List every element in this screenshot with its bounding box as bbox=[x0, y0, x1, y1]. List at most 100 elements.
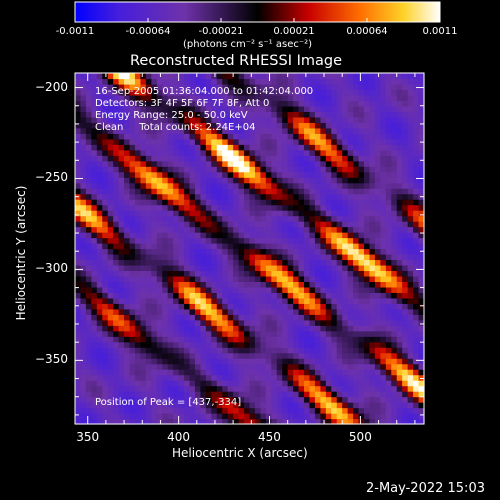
heatmap-cell bbox=[233, 199, 240, 206]
heatmap-cell bbox=[276, 171, 283, 178]
heatmap-cell bbox=[314, 259, 321, 266]
heatmap-cell bbox=[260, 413, 267, 420]
heatmap-cell bbox=[293, 193, 300, 200]
heatmap-cell bbox=[222, 188, 229, 195]
heatmap-cell bbox=[227, 319, 234, 326]
heatmap-cell bbox=[151, 160, 158, 167]
heatmap-cell bbox=[194, 182, 202, 189]
heatmap-cell bbox=[331, 232, 338, 239]
heatmap-cell bbox=[238, 325, 245, 332]
heatmap-cell bbox=[222, 391, 229, 398]
heatmap-cell bbox=[222, 133, 229, 140]
heatmap-cell bbox=[140, 243, 147, 250]
heatmap-cell bbox=[265, 259, 272, 266]
heatmap-cell bbox=[189, 363, 196, 370]
heatmap-cell bbox=[227, 385, 234, 392]
heatmap-cell bbox=[134, 89, 142, 96]
heatmap-cell bbox=[402, 264, 409, 272]
heatmap-cell bbox=[364, 73, 371, 80]
heatmap-cell bbox=[113, 105, 120, 112]
heatmap-cell bbox=[134, 226, 142, 233]
heatmap-cell bbox=[364, 127, 371, 134]
heatmap-cell bbox=[222, 221, 229, 228]
heatmap-cell bbox=[80, 133, 87, 140]
heatmap-cell bbox=[107, 144, 114, 151]
heatmap-cell bbox=[211, 281, 218, 288]
heatmap-cell bbox=[216, 73, 223, 80]
heatmap-cell bbox=[325, 286, 332, 293]
heatmap-cell bbox=[178, 127, 185, 134]
heatmap-cell bbox=[282, 275, 289, 282]
heatmap-cell bbox=[276, 369, 283, 376]
heatmap-cell bbox=[265, 116, 272, 123]
heatmap-cell bbox=[194, 413, 202, 420]
heatmap-cell bbox=[80, 391, 87, 398]
heatmap-cell bbox=[287, 308, 294, 315]
heatmap-cell bbox=[336, 116, 343, 123]
heatmap-cell bbox=[418, 105, 425, 112]
heatmap-cell bbox=[233, 155, 240, 162]
heatmap-cell bbox=[385, 73, 392, 80]
heatmap-cell bbox=[369, 193, 376, 200]
heatmap-cell bbox=[293, 281, 300, 288]
heatmap-cell bbox=[107, 374, 114, 381]
heatmap-cell bbox=[353, 385, 360, 392]
heatmap-cell bbox=[342, 138, 349, 145]
heatmap-cell bbox=[167, 385, 174, 392]
heatmap-cell bbox=[407, 226, 414, 233]
heatmap-cell bbox=[342, 182, 349, 189]
heatmap-cell bbox=[151, 155, 158, 162]
heatmap-cell bbox=[162, 270, 169, 277]
heatmap-cell bbox=[309, 297, 316, 304]
heatmap-cell bbox=[124, 232, 131, 239]
heatmap-cell bbox=[238, 155, 245, 162]
heatmap-cell bbox=[385, 193, 392, 200]
heatmap-cell bbox=[331, 275, 338, 282]
heatmap-cell bbox=[194, 336, 202, 343]
heatmap-cell bbox=[162, 226, 169, 233]
heatmap-cell bbox=[336, 188, 343, 195]
heatmap-cell bbox=[145, 275, 152, 282]
heatmap-cell bbox=[145, 330, 152, 337]
heatmap-cell bbox=[233, 253, 240, 261]
heatmap-cell bbox=[309, 352, 316, 359]
heatmap-cell bbox=[156, 116, 163, 123]
heatmap-cell bbox=[374, 193, 381, 200]
heatmap-cell bbox=[238, 177, 245, 184]
heatmap-cell bbox=[151, 297, 158, 304]
heatmap-cell bbox=[298, 314, 305, 321]
heatmap-cell bbox=[282, 418, 289, 425]
heatmap-cell bbox=[91, 369, 98, 376]
heatmap-cell bbox=[113, 171, 120, 178]
heatmap-cell bbox=[145, 413, 152, 420]
heatmap-cell bbox=[249, 341, 256, 348]
heatmap-cell bbox=[238, 204, 245, 211]
heatmap-cell bbox=[200, 413, 207, 420]
heatmap-cell bbox=[369, 374, 376, 381]
heatmap-cell bbox=[249, 253, 256, 261]
heatmap-cell bbox=[374, 418, 381, 425]
heatmap-cell bbox=[211, 78, 218, 85]
heatmap-cell bbox=[396, 391, 403, 398]
heatmap-cell bbox=[194, 127, 202, 134]
heatmap-cell bbox=[244, 264, 251, 272]
heatmap-cell bbox=[118, 149, 125, 156]
heatmap-cell bbox=[260, 297, 267, 304]
heatmap-cell bbox=[173, 336, 180, 343]
heatmap-cell bbox=[385, 407, 392, 414]
heatmap-cell bbox=[293, 275, 300, 282]
heatmap-cell bbox=[205, 396, 212, 403]
heatmap-cell bbox=[102, 83, 109, 91]
heatmap-cell bbox=[304, 363, 311, 370]
heatmap-cell bbox=[145, 341, 152, 348]
heatmap-cell bbox=[129, 171, 136, 178]
heatmap-cell bbox=[102, 210, 109, 217]
heatmap-cell bbox=[364, 166, 371, 173]
heatmap-cell bbox=[162, 396, 169, 403]
heatmap-cell bbox=[194, 369, 202, 376]
heatmap-cell bbox=[178, 226, 185, 233]
heatmap-cell bbox=[282, 94, 289, 102]
heatmap-cell bbox=[276, 199, 283, 206]
heatmap-cell bbox=[178, 275, 185, 282]
heatmap-cell bbox=[184, 270, 191, 277]
